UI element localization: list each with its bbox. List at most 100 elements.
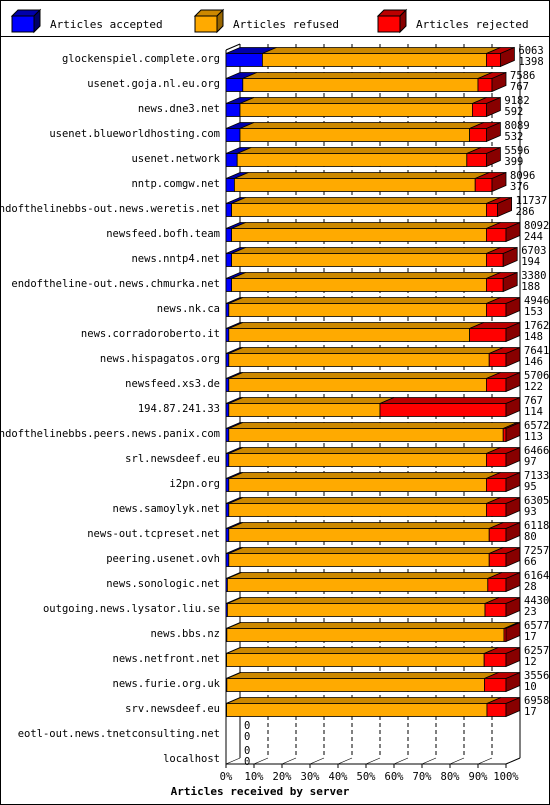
bar-segment-rejected — [485, 253, 504, 267]
legend-label-rejected: Articles rejected — [416, 18, 529, 31]
accepted-count-label: 113 — [524, 431, 543, 443]
bar-top-refused — [228, 472, 501, 479]
total-count-label: 7641 — [524, 345, 549, 357]
bar-top-refused — [228, 397, 395, 404]
bar-segment-accepted — [225, 428, 230, 442]
server-name-label: usenet.blueworldhosting.com — [49, 128, 220, 140]
total-count-label: 6063 — [518, 45, 543, 57]
server-name-label: localhost — [163, 753, 220, 765]
bar-segment-refused — [228, 478, 487, 492]
server-name-label: news.samoylyk.net — [113, 503, 220, 515]
bar-side-rejected — [502, 246, 518, 268]
accepted-count-label: 532 — [504, 131, 523, 143]
accepted-count-label: 23 — [524, 606, 537, 618]
server-name-label: news.furie.org.uk — [113, 678, 221, 690]
bar-segment-refused — [226, 653, 485, 667]
server-row: endofthelinebbs-out.news.weretis.net 1173… — [0, 195, 547, 218]
server-name-label: news.sonologic.net — [106, 578, 220, 590]
x-tick-bevel — [449, 757, 465, 765]
server-name-label: news.dne3.net — [138, 103, 220, 115]
bar-segment-refused — [228, 378, 487, 392]
x-tick-bevel — [337, 757, 353, 765]
x-tick-label: 40% — [329, 771, 349, 783]
bar-segment-accepted — [225, 103, 241, 117]
bar-segment-rejected — [485, 228, 507, 242]
bar-segment-rejected — [469, 328, 507, 342]
accepted-count-label: 0 — [244, 731, 250, 743]
legend-swatch-refused — [194, 15, 218, 33]
server-name-label: endofthelinebbs.peers.news.panix.com — [0, 428, 220, 440]
bar-segment-refused — [231, 278, 487, 292]
accepted-count-label: 767 — [510, 81, 529, 93]
x-tick-bevel — [505, 757, 521, 765]
x-tick-bevel — [421, 757, 437, 765]
server-name-label: glockenspiel.complete.org — [62, 53, 220, 65]
total-count-label: 1762 — [524, 320, 549, 332]
bar-segment-accepted — [225, 478, 230, 492]
accepted-count-label: 376 — [510, 181, 529, 193]
bar-segment-refused — [261, 53, 487, 67]
bar-segment-accepted — [225, 78, 244, 92]
bar-segment-accepted — [225, 228, 232, 242]
total-count-label: 5706 — [524, 370, 549, 382]
total-count-label: 7586 — [510, 70, 535, 82]
bar-segment-refused — [228, 453, 487, 467]
bar-top-refused — [228, 547, 504, 554]
bar-segment-rejected — [488, 553, 507, 567]
bar-top-refused — [231, 222, 501, 229]
x-tick-bevel — [253, 757, 269, 765]
bar-top-refused — [228, 422, 518, 429]
legend-label-accepted: Articles accepted — [50, 18, 163, 31]
accepted-count-label: 95 — [524, 481, 537, 493]
bar-segment-refused — [228, 528, 490, 542]
bar-side-rejected — [502, 271, 518, 293]
bar-segment-refused — [226, 678, 485, 692]
bar-side-rejected — [497, 196, 513, 218]
bar-segment-accepted — [225, 378, 230, 392]
server-row: endofthelinebbs.peers.news.panix.com 6572… — [0, 420, 549, 443]
total-count-label: 6958 — [524, 695, 549, 707]
bar-segment-refused — [226, 703, 488, 717]
bar-segment-rejected — [485, 53, 501, 67]
total-count-label: 6257 — [524, 645, 549, 657]
bar-segment-rejected — [486, 703, 507, 717]
bar-side-rejected — [491, 71, 507, 93]
bar-top-refused — [228, 347, 504, 354]
bar-top-refused — [226, 622, 519, 629]
bar-segment-refused — [239, 103, 473, 117]
y-axis-top-bevel — [225, 43, 241, 51]
bar-segment-accepted — [225, 403, 230, 417]
bar-top-refused — [228, 522, 504, 529]
total-count-label: 8096 — [510, 170, 535, 182]
total-count-label: 6118 — [524, 520, 549, 532]
accepted-count-label: 1398 — [518, 56, 543, 68]
x-tick-label: 90% — [469, 771, 489, 783]
bar-segment-refused — [228, 553, 490, 567]
total-count-label: 6572 — [524, 420, 549, 432]
accepted-count-label: 66 — [524, 556, 537, 568]
bar-top-refused — [226, 697, 502, 704]
total-count-label: 3380 — [521, 270, 546, 282]
accepted-count-label: 114 — [524, 406, 543, 418]
bar-segment-refused — [228, 328, 471, 342]
bar-segment-rejected — [485, 203, 498, 217]
bar-segment-rejected — [477, 78, 493, 92]
bar-side-rejected — [491, 171, 507, 193]
server-name-label: i2pn.org — [169, 478, 220, 490]
